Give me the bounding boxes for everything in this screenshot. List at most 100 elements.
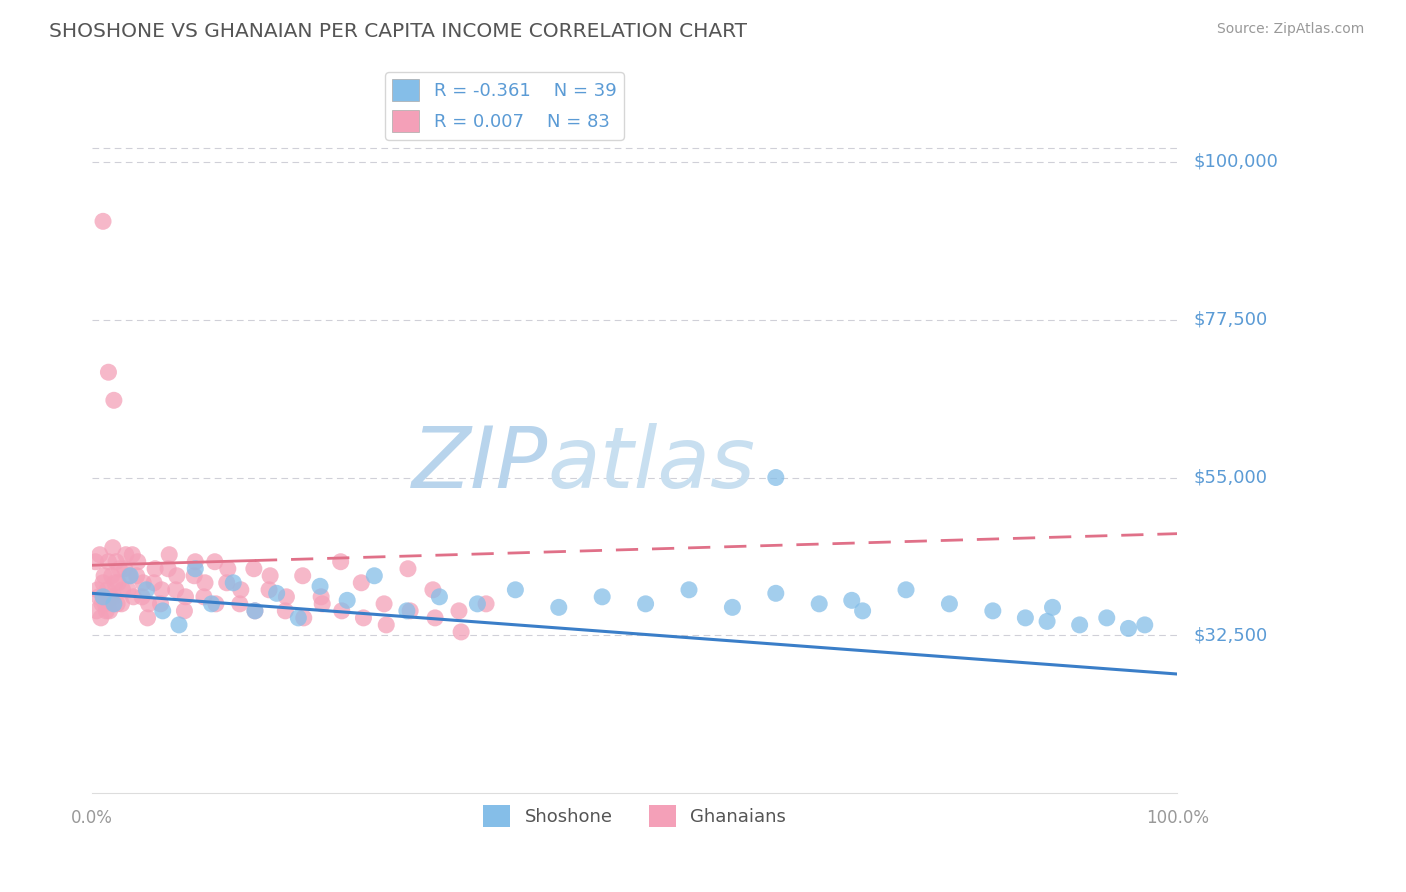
Point xyxy=(157,548,180,562)
Point xyxy=(143,575,166,590)
Point xyxy=(157,562,180,576)
Point xyxy=(396,562,419,576)
Text: $55,000: $55,000 xyxy=(1194,468,1268,486)
Point xyxy=(330,604,353,618)
Point xyxy=(591,590,613,604)
Point xyxy=(395,604,418,618)
Point xyxy=(111,582,134,597)
Text: atlas: atlas xyxy=(548,423,756,506)
Point xyxy=(1133,618,1156,632)
Point xyxy=(86,582,108,597)
Point xyxy=(808,597,831,611)
Point xyxy=(107,575,129,590)
Point xyxy=(429,590,451,604)
Point xyxy=(98,604,121,618)
Point xyxy=(117,582,139,597)
Point xyxy=(91,575,114,590)
Point xyxy=(276,590,298,604)
Point xyxy=(121,548,143,562)
Point xyxy=(274,604,297,618)
Point xyxy=(184,562,207,576)
Point xyxy=(103,590,125,604)
Point xyxy=(96,604,118,618)
Point xyxy=(350,575,373,590)
Point xyxy=(422,582,444,597)
Point xyxy=(309,590,332,604)
Point xyxy=(173,604,195,618)
Point xyxy=(104,575,127,590)
Legend: Shoshone, Ghanaians: Shoshone, Ghanaians xyxy=(477,798,793,834)
Point xyxy=(311,597,333,611)
Point xyxy=(184,555,207,569)
Point xyxy=(91,590,114,604)
Point xyxy=(229,597,252,611)
Point xyxy=(215,575,238,590)
Point xyxy=(138,597,160,611)
Point xyxy=(1014,611,1036,625)
Point xyxy=(167,618,190,632)
Point xyxy=(981,604,1004,618)
Point xyxy=(200,597,222,611)
Point xyxy=(101,541,124,555)
Point xyxy=(131,590,153,604)
Point xyxy=(94,597,117,611)
Point xyxy=(329,555,352,569)
Point xyxy=(90,611,112,625)
Point xyxy=(423,611,446,625)
Point xyxy=(143,562,166,576)
Point xyxy=(91,214,114,228)
Point xyxy=(93,568,115,582)
Point xyxy=(1036,615,1059,629)
Point xyxy=(96,582,118,597)
Point xyxy=(120,568,142,582)
Point xyxy=(205,597,228,611)
Point xyxy=(103,393,125,408)
Point xyxy=(110,597,132,611)
Point xyxy=(547,600,569,615)
Point xyxy=(243,562,266,576)
Point xyxy=(150,582,173,597)
Point xyxy=(217,562,239,576)
Point xyxy=(841,593,863,607)
Point xyxy=(678,582,700,597)
Point xyxy=(125,568,148,582)
Point xyxy=(152,604,174,618)
Point xyxy=(375,618,398,632)
Text: $77,500: $77,500 xyxy=(1194,310,1268,328)
Point xyxy=(118,568,141,582)
Point xyxy=(721,600,744,615)
Point xyxy=(1069,618,1091,632)
Point xyxy=(243,604,266,618)
Point xyxy=(174,590,197,604)
Point xyxy=(257,582,280,597)
Text: SHOSHONE VS GHANAIAN PER CAPITA INCOME CORRELATION CHART: SHOSHONE VS GHANAIAN PER CAPITA INCOME C… xyxy=(49,22,747,41)
Point xyxy=(222,575,245,590)
Text: ZIP: ZIP xyxy=(412,423,548,506)
Point xyxy=(84,555,107,569)
Point xyxy=(165,582,187,597)
Text: $32,500: $32,500 xyxy=(1194,626,1268,644)
Point xyxy=(292,611,315,625)
Point xyxy=(336,593,359,607)
Point xyxy=(114,562,136,576)
Point xyxy=(259,568,281,582)
Point xyxy=(266,586,288,600)
Point xyxy=(136,611,159,625)
Point xyxy=(894,582,917,597)
Point xyxy=(97,555,120,569)
Point xyxy=(86,604,108,618)
Point xyxy=(87,590,110,604)
Point xyxy=(287,611,309,625)
Point xyxy=(114,548,136,562)
Point xyxy=(373,597,395,611)
Point xyxy=(938,597,960,611)
Point xyxy=(122,590,145,604)
Point xyxy=(634,597,657,611)
Point xyxy=(132,575,155,590)
Point xyxy=(243,604,266,618)
Point xyxy=(97,365,120,379)
Point xyxy=(89,548,111,562)
Point xyxy=(166,568,188,582)
Text: $100,000: $100,000 xyxy=(1194,153,1278,170)
Point xyxy=(204,555,226,569)
